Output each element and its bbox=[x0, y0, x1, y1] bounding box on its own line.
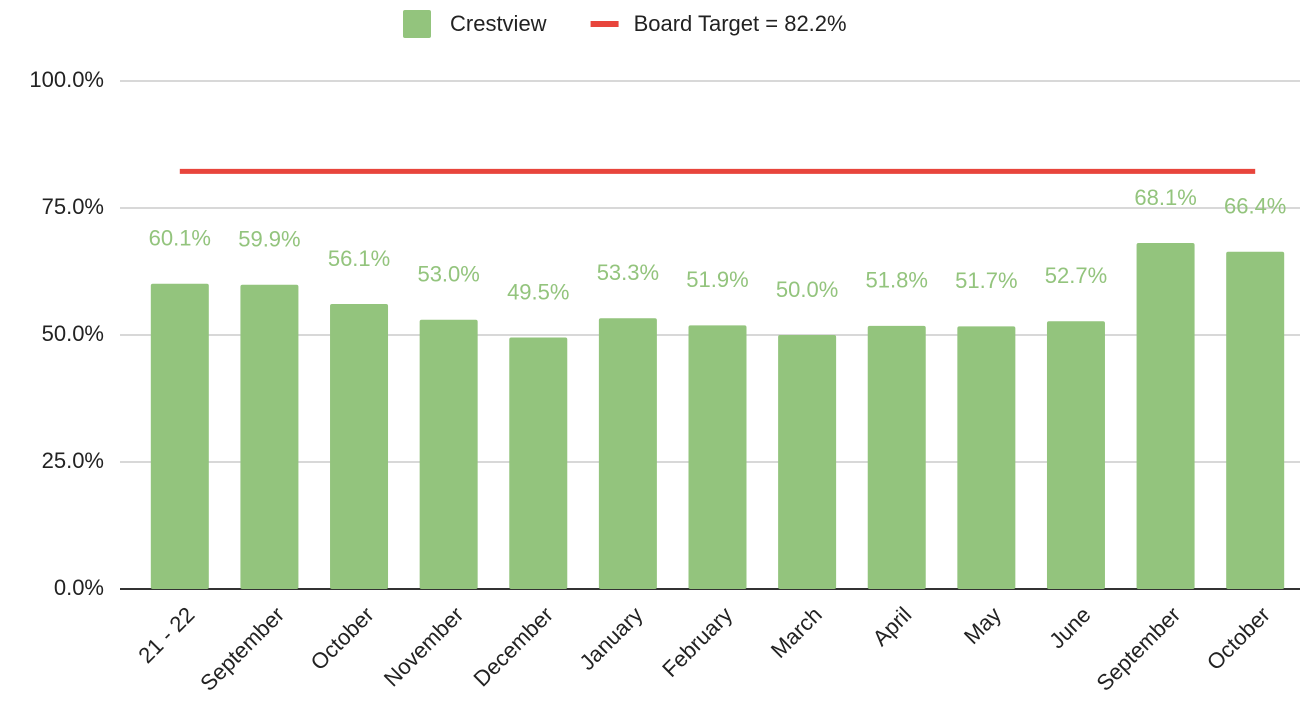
x-tick-label: November bbox=[379, 602, 468, 691]
data-label: 51.7% bbox=[955, 268, 1017, 293]
data-label: 60.1% bbox=[149, 226, 211, 251]
x-tick-label: December bbox=[468, 602, 557, 691]
legend-swatch bbox=[403, 10, 431, 38]
data-label: 51.8% bbox=[866, 268, 928, 293]
data-label: 56.1% bbox=[328, 246, 390, 271]
data-label: 59.9% bbox=[238, 227, 300, 252]
y-tick-label: 75.0% bbox=[42, 194, 104, 219]
bar bbox=[419, 319, 478, 589]
x-tick-label: May bbox=[959, 602, 1006, 649]
y-tick-label: 25.0% bbox=[42, 448, 104, 473]
data-label: 49.5% bbox=[507, 279, 569, 304]
x-tick-label: February bbox=[657, 602, 737, 682]
bar bbox=[150, 283, 209, 589]
bar bbox=[598, 318, 657, 589]
x-tick-label: March bbox=[766, 602, 827, 663]
y-tick-label: 100.0% bbox=[29, 67, 104, 92]
bar bbox=[330, 304, 389, 589]
x-tick-label: 21 - 22 bbox=[133, 602, 199, 668]
x-tick-label: October bbox=[1202, 602, 1275, 675]
legend-swatch bbox=[590, 21, 619, 27]
x-tick-label: October bbox=[306, 602, 379, 675]
x-tick-label: September bbox=[1091, 602, 1185, 696]
bar bbox=[1136, 243, 1195, 589]
bar bbox=[688, 325, 747, 589]
y-tick-label: 50.0% bbox=[42, 321, 104, 346]
x-tick-label: June bbox=[1044, 602, 1095, 653]
bar bbox=[240, 284, 299, 589]
data-label: 50.0% bbox=[776, 277, 838, 302]
bar bbox=[509, 337, 568, 589]
data-label: 53.3% bbox=[597, 260, 659, 285]
bar bbox=[957, 326, 1016, 589]
x-tick-label: January bbox=[574, 602, 647, 675]
legend-label: Board Target = 82.2% bbox=[634, 11, 847, 36]
legend-label: Crestview bbox=[450, 11, 547, 36]
data-label: 51.9% bbox=[686, 267, 748, 292]
data-label: 52.7% bbox=[1045, 263, 1107, 288]
x-tick-label: September bbox=[195, 602, 289, 696]
bar bbox=[778, 335, 837, 589]
bar bbox=[1046, 321, 1105, 589]
data-label: 53.0% bbox=[417, 262, 479, 287]
data-label: 66.4% bbox=[1224, 194, 1286, 219]
data-label: 68.1% bbox=[1134, 185, 1196, 210]
bar bbox=[867, 325, 926, 589]
x-tick-label: April bbox=[868, 602, 917, 651]
bar bbox=[1226, 251, 1285, 590]
y-tick-label: 0.0% bbox=[54, 575, 104, 600]
